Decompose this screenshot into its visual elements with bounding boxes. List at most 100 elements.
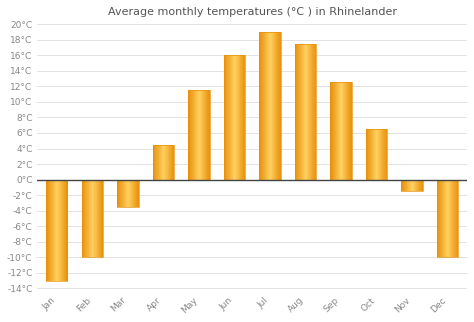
Bar: [82, 180, 103, 257]
Bar: [209, 90, 210, 180]
Bar: [93, 180, 94, 257]
Bar: [416, 180, 417, 191]
Bar: [342, 82, 343, 180]
Bar: [134, 180, 135, 207]
Bar: [97, 180, 98, 257]
Bar: [128, 180, 129, 207]
Bar: [340, 82, 341, 180]
Bar: [452, 180, 453, 257]
Bar: [271, 32, 272, 180]
Bar: [207, 90, 208, 180]
Bar: [66, 180, 67, 280]
Bar: [57, 180, 58, 280]
Bar: [206, 90, 207, 180]
Bar: [408, 180, 409, 191]
Bar: [202, 90, 203, 180]
Bar: [50, 180, 51, 280]
Bar: [118, 180, 119, 207]
Bar: [333, 82, 334, 180]
Bar: [417, 180, 418, 191]
Bar: [349, 82, 350, 180]
Bar: [59, 180, 60, 280]
Bar: [50, 180, 51, 280]
Bar: [275, 32, 276, 180]
Bar: [442, 180, 443, 257]
Bar: [125, 180, 126, 207]
Bar: [269, 32, 270, 180]
Bar: [278, 32, 279, 180]
Bar: [372, 129, 373, 180]
Bar: [96, 180, 97, 257]
Bar: [226, 55, 227, 180]
Bar: [188, 90, 210, 180]
Bar: [231, 55, 232, 180]
Bar: [451, 180, 452, 257]
Bar: [443, 180, 444, 257]
Bar: [171, 145, 172, 180]
Bar: [92, 180, 93, 257]
Bar: [313, 44, 314, 180]
Bar: [383, 129, 384, 180]
Bar: [155, 145, 156, 180]
Bar: [87, 180, 88, 257]
Bar: [295, 44, 296, 180]
Bar: [172, 145, 173, 180]
Bar: [305, 44, 306, 180]
Bar: [121, 180, 122, 207]
Bar: [202, 90, 203, 180]
Bar: [233, 55, 234, 180]
Bar: [65, 180, 66, 280]
Bar: [199, 90, 200, 180]
Bar: [418, 180, 419, 191]
Bar: [89, 180, 90, 257]
Bar: [384, 129, 385, 180]
Bar: [244, 55, 245, 180]
Bar: [401, 180, 402, 191]
Bar: [131, 180, 132, 207]
Bar: [167, 145, 168, 180]
Bar: [347, 82, 348, 180]
Bar: [369, 129, 370, 180]
Bar: [259, 32, 260, 180]
Bar: [407, 180, 408, 191]
Bar: [168, 145, 169, 180]
Bar: [455, 180, 456, 257]
Bar: [166, 145, 167, 180]
Bar: [306, 44, 307, 180]
Bar: [261, 32, 262, 180]
Bar: [193, 90, 194, 180]
Bar: [457, 180, 458, 257]
Bar: [157, 145, 158, 180]
Bar: [307, 44, 308, 180]
Bar: [311, 44, 312, 180]
Bar: [334, 82, 335, 180]
Bar: [54, 180, 55, 280]
Bar: [86, 180, 87, 257]
Bar: [56, 180, 57, 280]
Bar: [84, 180, 85, 257]
Bar: [404, 180, 405, 191]
Bar: [47, 180, 48, 280]
Bar: [196, 90, 197, 180]
Bar: [208, 90, 209, 180]
Bar: [371, 129, 372, 180]
Bar: [241, 55, 242, 180]
Bar: [351, 82, 352, 180]
Bar: [90, 180, 91, 257]
Bar: [61, 180, 62, 280]
Bar: [122, 180, 123, 207]
Bar: [194, 90, 195, 180]
Bar: [205, 90, 206, 180]
Bar: [119, 180, 120, 207]
Bar: [403, 180, 404, 191]
Bar: [163, 145, 164, 180]
Bar: [153, 145, 154, 180]
Bar: [195, 90, 196, 180]
Bar: [378, 129, 379, 180]
Bar: [64, 180, 65, 280]
Bar: [367, 129, 368, 180]
Bar: [382, 129, 383, 180]
Bar: [273, 32, 274, 180]
Bar: [224, 55, 245, 180]
Bar: [341, 82, 342, 180]
